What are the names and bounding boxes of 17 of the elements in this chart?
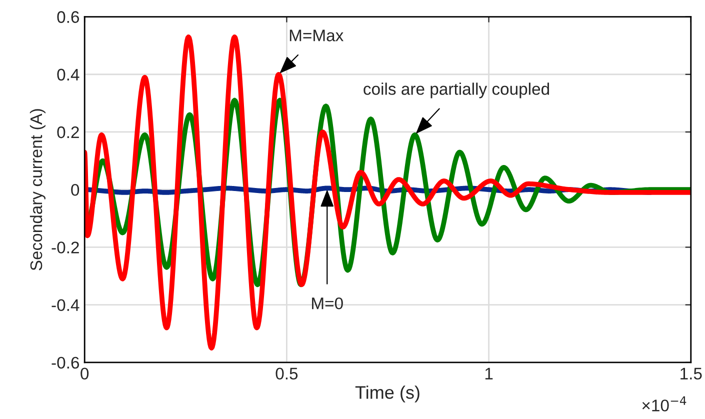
text: ×10$^{−4}$ [642, 396, 686, 412]
x-tick-label: 1 [485, 368, 493, 380]
annotation: M=0 [312, 297, 343, 310]
y-tick-label: 0.4 [57, 68, 80, 81]
x-tick-label: 1.5 [680, 368, 702, 380]
annotation: M=Max [290, 30, 344, 42]
x-tick-label: 0 [80, 368, 89, 380]
y-tick-label: 0.2 [57, 126, 79, 138]
x-tick-label: 0.5 [276, 368, 298, 380]
x-axis-title: Time (s) [355, 386, 420, 402]
y-tick-label: -0.6 [52, 356, 80, 369]
y-tick-label: -0.4 [52, 299, 80, 312]
y-tick-label: 0.6 [57, 11, 80, 23]
annotation: coils are partially coupled [364, 82, 549, 98]
y-tick-label: 0 [71, 184, 80, 196]
y-axis-title: Secondary current (A) [30, 109, 46, 270]
y-tick-label: -0.2 [52, 242, 79, 254]
